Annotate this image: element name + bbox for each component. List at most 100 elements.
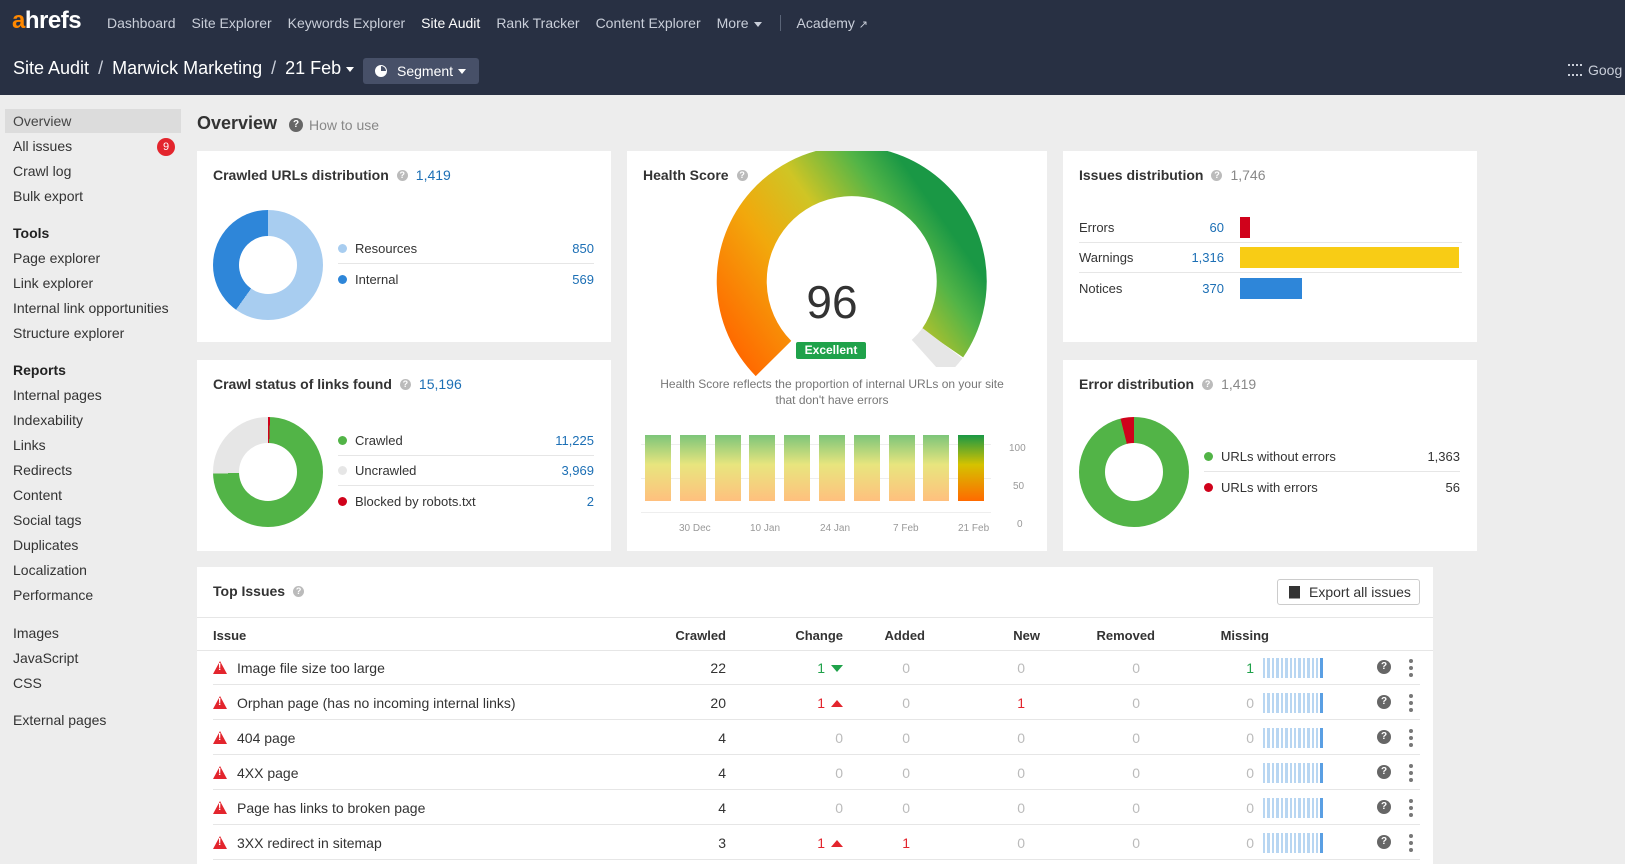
sidebar-item-duplicates[interactable]: Duplicates bbox=[13, 537, 79, 553]
removed-count[interactable]: 0 bbox=[1132, 695, 1140, 711]
health-history-bar[interactable] bbox=[679, 435, 706, 501]
column-crawled[interactable]: Crawled bbox=[675, 628, 726, 643]
missing-count[interactable]: 0 bbox=[1246, 765, 1254, 781]
sidebar-item-structure-explorer[interactable]: Structure explorer bbox=[13, 325, 125, 341]
legend-row[interactable]: Internal 569 bbox=[338, 264, 594, 294]
column-added[interactable]: Added bbox=[884, 628, 925, 643]
card-total[interactable]: 15,196 bbox=[418, 376, 462, 392]
sidebar-item-performance[interactable]: Performance bbox=[13, 587, 94, 603]
help-icon[interactable]: ? bbox=[1377, 695, 1391, 709]
missing-count[interactable]: 0 bbox=[1246, 800, 1254, 816]
health-history-bar[interactable] bbox=[819, 435, 845, 501]
column-missing[interactable]: Missing bbox=[1220, 628, 1269, 643]
health-history-bar[interactable] bbox=[784, 435, 811, 501]
more-options-icon[interactable] bbox=[1409, 729, 1413, 747]
sidebar-item-overview[interactable]: Overview bbox=[5, 109, 181, 133]
health-history-bar[interactable] bbox=[958, 435, 985, 501]
sidebar-item-page-explorer[interactable]: Page explorer bbox=[13, 250, 101, 266]
help-icon[interactable]: ? bbox=[1377, 835, 1391, 849]
sidebar-item-crawl-log[interactable]: Crawl log bbox=[13, 163, 72, 179]
sidebar-item-javascript[interactable]: JavaScript bbox=[13, 650, 79, 666]
removed-count[interactable]: 0 bbox=[1132, 660, 1140, 676]
new-count[interactable]: 1 bbox=[1017, 695, 1025, 711]
added-count[interactable]: 0 bbox=[902, 660, 910, 676]
health-history-bar[interactable] bbox=[749, 435, 776, 501]
help-icon[interactable]: ? bbox=[1202, 378, 1214, 390]
issues-dist-row[interactable]: Errors 60 bbox=[1079, 213, 1462, 243]
table-row[interactable]: 3XX redirect in sitemap 3 1 1 0 0 0? bbox=[213, 826, 1420, 860]
more-options-icon[interactable] bbox=[1409, 659, 1413, 677]
new-count[interactable]: 0 bbox=[1017, 660, 1025, 676]
column-removed[interactable]: Removed bbox=[1096, 628, 1155, 643]
issues-dist-row[interactable]: Warnings 1,316 bbox=[1079, 243, 1462, 273]
sidebar-item-external-pages[interactable]: External pages bbox=[13, 712, 107, 728]
issues-dist-row[interactable]: Notices 370 bbox=[1079, 273, 1462, 303]
legend-row[interactable]: URLs without errors 1,363 bbox=[1204, 442, 1460, 472]
removed-count[interactable]: 0 bbox=[1132, 730, 1140, 746]
sidebar-item-content[interactable]: Content bbox=[13, 487, 63, 503]
table-row[interactable]: Orphan page (has no incoming internal li… bbox=[213, 686, 1420, 720]
issue-name-link[interactable]: Image file size too large bbox=[237, 660, 385, 676]
new-count[interactable]: 0 bbox=[1017, 800, 1025, 816]
nav-site-explorer[interactable]: Site Explorer bbox=[191, 15, 272, 31]
help-icon[interactable]: ? bbox=[399, 378, 411, 390]
issue-name-link[interactable]: 3XX redirect in sitemap bbox=[237, 835, 382, 851]
sidebar-item-css[interactable]: CSS bbox=[13, 675, 42, 691]
table-row[interactable]: 4XX page 4 0 0 0 0 0? bbox=[213, 756, 1420, 790]
nav-content-explorer[interactable]: Content Explorer bbox=[595, 15, 701, 31]
added-count[interactable]: 0 bbox=[902, 695, 910, 711]
nav-keywords-explorer[interactable]: Keywords Explorer bbox=[287, 15, 406, 31]
help-icon[interactable]: ? bbox=[1377, 800, 1391, 814]
new-count[interactable]: 0 bbox=[1017, 730, 1025, 746]
sidebar-item-link-explorer[interactable]: Link explorer bbox=[13, 275, 94, 291]
sidebar-item-localization[interactable]: Localization bbox=[13, 562, 87, 578]
added-count[interactable]: 1 bbox=[902, 835, 910, 851]
nav-site-audit[interactable]: Site Audit bbox=[421, 15, 481, 31]
segment-button[interactable]: Segment bbox=[363, 58, 479, 84]
help-icon[interactable]: ? bbox=[1377, 765, 1391, 779]
health-history-bar[interactable] bbox=[853, 435, 880, 501]
nav-dashboard[interactable]: Dashboard bbox=[107, 15, 176, 31]
nav-more-dropdown[interactable]: More bbox=[717, 15, 762, 31]
sidebar-item-images[interactable]: Images bbox=[13, 625, 59, 641]
more-options-icon[interactable] bbox=[1409, 799, 1413, 817]
column-change[interactable]: Change bbox=[795, 628, 843, 643]
sidebar-item-bulk-export[interactable]: Bulk export bbox=[13, 188, 84, 204]
breadcrumb-site-audit[interactable]: Site Audit bbox=[13, 58, 90, 78]
sidebar-item-redirects[interactable]: Redirects bbox=[13, 462, 73, 478]
card-total[interactable]: 1,419 bbox=[415, 167, 451, 183]
missing-count[interactable]: 0 bbox=[1246, 730, 1254, 746]
sidebar-item-social-tags[interactable]: Social tags bbox=[13, 512, 82, 528]
nav-academy[interactable]: Academy ↗ bbox=[796, 15, 868, 31]
missing-count[interactable]: 1 bbox=[1246, 660, 1254, 676]
breadcrumb-date-dropdown[interactable]: 21 Feb bbox=[285, 58, 355, 79]
issue-name-link[interactable]: 404 page bbox=[237, 730, 296, 746]
more-options-icon[interactable] bbox=[1409, 694, 1413, 712]
breadcrumb-project[interactable]: Marwick Marketing bbox=[112, 58, 263, 78]
health-history-bar[interactable] bbox=[923, 435, 950, 501]
legend-row[interactable]: Blocked by robots.txt 2 bbox=[338, 486, 594, 516]
crawled-count[interactable]: 4 bbox=[718, 765, 726, 781]
legend-row[interactable]: Crawled 11,225 bbox=[338, 426, 594, 456]
crawled-count[interactable]: 4 bbox=[718, 800, 726, 816]
legend-row[interactable]: Resources 850 bbox=[338, 234, 594, 264]
more-options-icon[interactable] bbox=[1409, 764, 1413, 782]
sidebar-item-internal-pages[interactable]: Internal pages bbox=[13, 387, 102, 403]
legend-row[interactable]: Uncrawled 3,969 bbox=[338, 456, 594, 486]
table-row[interactable]: Image file size too large 22 1 0 0 0 1? bbox=[213, 651, 1420, 685]
health-history-bar[interactable] bbox=[888, 435, 915, 501]
added-count[interactable]: 0 bbox=[902, 800, 910, 816]
table-row[interactable]: 404 page 4 0 0 0 0 0? bbox=[213, 721, 1420, 755]
ahrefs-logo[interactable]: ahrefs bbox=[12, 7, 82, 34]
added-count[interactable]: 0 bbox=[902, 730, 910, 746]
nav-rank-tracker[interactable]: Rank Tracker bbox=[496, 15, 580, 31]
issue-name-link[interactable]: 4XX page bbox=[237, 765, 299, 781]
help-icon[interactable]: ? bbox=[1377, 730, 1391, 744]
help-icon[interactable]: ? bbox=[293, 585, 305, 597]
issue-name-link[interactable]: Page has links to broken page bbox=[237, 800, 426, 816]
added-count[interactable]: 0 bbox=[902, 765, 910, 781]
crawled-count[interactable]: 22 bbox=[710, 660, 726, 676]
sidebar-item-all-issues[interactable]: All issues 9 bbox=[5, 134, 181, 158]
new-count[interactable]: 0 bbox=[1017, 765, 1025, 781]
removed-count[interactable]: 0 bbox=[1132, 800, 1140, 816]
